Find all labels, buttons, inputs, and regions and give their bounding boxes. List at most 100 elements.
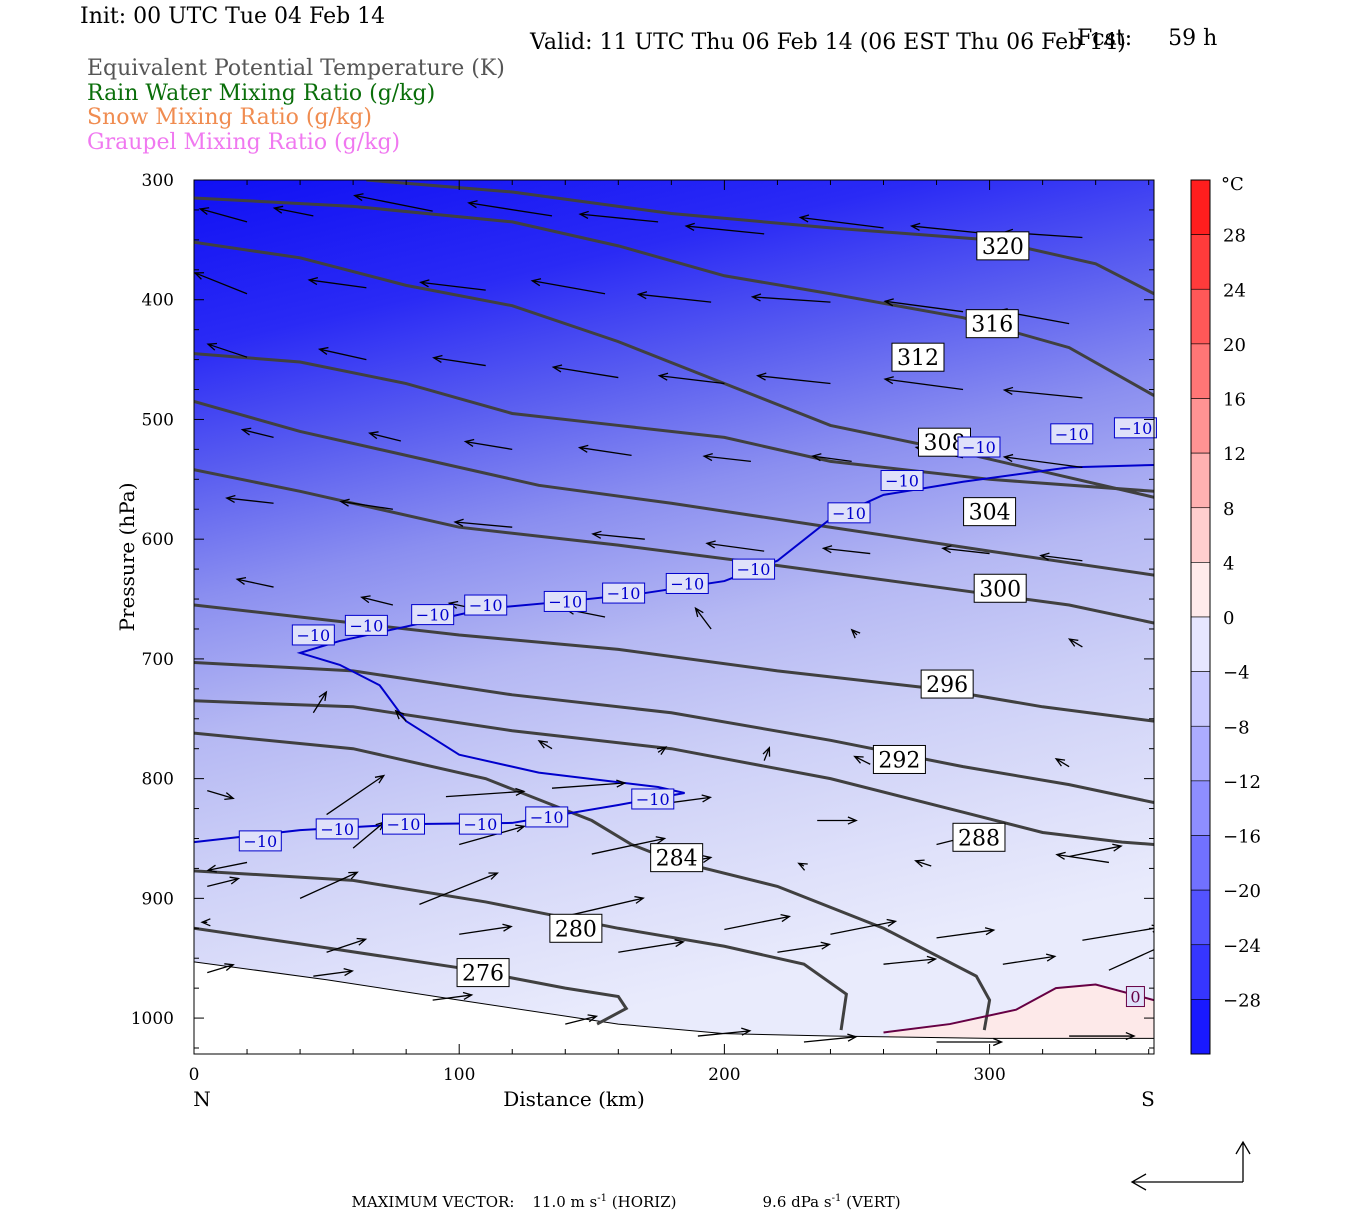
colorbar-tick-label: 4 [1223,553,1234,574]
valid-time: Valid: 11 UTC Thu 06 Feb 14 (06 EST Thu … [530,30,1126,55]
wind-vector [883,298,964,313]
x-tick-label: 0 [189,1065,200,1085]
colorbar-bin [1190,999,1211,1055]
colorbar-bin [1190,889,1211,946]
isotherm-label: −10 [320,820,354,839]
wind-vector [591,530,645,540]
isotherm-label-box [411,604,455,626]
isotherm-line [883,983,1154,1034]
max-vector-vertical-arrow [1235,1140,1251,1182]
wind-vector [445,787,526,798]
max-vector-vert-unit: (VERT) [846,1193,901,1211]
wind-vector [299,871,359,899]
isotherm-label: −10 [832,504,866,523]
colorbar-bin [1190,780,1211,836]
max-vector-horiz-exp: -1 [597,1193,607,1204]
wind-vector [750,293,831,303]
wind-vector [671,794,713,804]
colorbar-tick-label: −12 [1223,772,1261,793]
colorbar-bin [1190,343,1211,399]
theta-e-label: 312 [897,346,939,371]
theta-e-label-box [456,958,510,988]
isotherm-label: −10 [243,832,277,851]
isotherm-label-box [957,436,1001,458]
isotherm-label-box [631,788,675,810]
isotherm-label: −10 [607,584,641,603]
theta-e-line [366,180,1154,296]
wind-vector [1002,386,1083,399]
wind-vector [207,963,235,974]
colorbar-bin [1190,616,1211,672]
wind-vector [656,746,668,755]
wind-vector [853,755,871,765]
theta-e-line [194,869,848,1031]
colorbar-bin [1190,452,1211,509]
wind-vectors [194,193,1154,1047]
colorbar-bin [1190,507,1211,563]
colorbar-tick-label: −8 [1223,717,1250,738]
theta-e-label-box [952,822,1006,852]
forecast-hour: Fcst: 59 h [1063,6,1217,50]
wind-vector [941,545,990,555]
theta-e-line [194,352,1154,493]
colorbar-tick-label: −28 [1223,990,1261,1011]
isotherm-label-box [291,624,335,646]
colorbar-tick-label: 12 [1223,444,1246,465]
colorbar-tick-label: 8 [1223,499,1234,520]
isotherm-label-box [1050,423,1094,445]
north-label: N [193,1087,211,1111]
x-tick-label: 100 [443,1065,475,1085]
wind-vector [1039,552,1083,562]
theta-e-label: 300 [979,577,1021,602]
isotherm-label-box [827,502,871,524]
colorbar-tick-label: −24 [1223,936,1261,957]
colorbar-tick-label: 0 [1223,608,1234,629]
theta-e-label-box [976,231,1030,261]
isotherm-label: −10 [464,815,498,834]
wind-vector [194,272,248,295]
wind-vector [432,991,474,1001]
wind-vector [1054,757,1070,768]
wind-vector [272,205,314,217]
wind-vector [326,774,386,816]
theta-e-label-box [920,669,974,699]
wind-vector [307,276,367,289]
contour-labels: 276280284288292296300304308312316320−10−… [238,231,1157,1008]
wind-vector [200,918,211,927]
colorbar-bin [1190,725,1211,782]
isotherm-label: −10 [885,472,919,491]
colorbar-bin [1190,835,1211,891]
isotherm-label-box [458,813,502,835]
theta-e-line [194,660,1154,805]
wind-vector [467,200,553,217]
max-vector-reference [1130,1140,1251,1191]
wind-vector [565,1014,599,1025]
y-tick-label: 700 [142,650,174,670]
colorbar-tick-label: −16 [1223,827,1261,848]
forecast-label: Fcst: [1077,26,1133,51]
x-tick-label: 200 [708,1065,740,1085]
theta-e-label-box [872,744,926,774]
wind-vector [1002,453,1083,468]
isotherm-label-box [464,594,508,616]
wind-vector [636,291,712,303]
colorbar-tick-label: 20 [1223,335,1246,356]
colorbar-tick-label: 16 [1223,390,1246,411]
wind-vector [1069,1031,1136,1041]
theta-e-label: 276 [462,962,504,987]
wind-vector [1082,924,1154,941]
colorbar-tick-label: 24 [1223,280,1246,301]
theta-e-line [194,196,1154,397]
wind-vector [821,545,871,555]
isotherm-label-box [880,470,924,492]
wind-vector [694,606,712,630]
theta-e-line [194,468,1154,625]
y-axis-title: Pressure (hPa) [115,483,139,632]
theta-e-label: 304 [969,501,1011,526]
wind-vector [914,859,932,868]
max-vector-horiz-unit: (HORIZ) [611,1193,677,1211]
wind-vector [240,427,274,439]
wind-vector [206,342,248,358]
south-label: S [1141,1087,1155,1111]
